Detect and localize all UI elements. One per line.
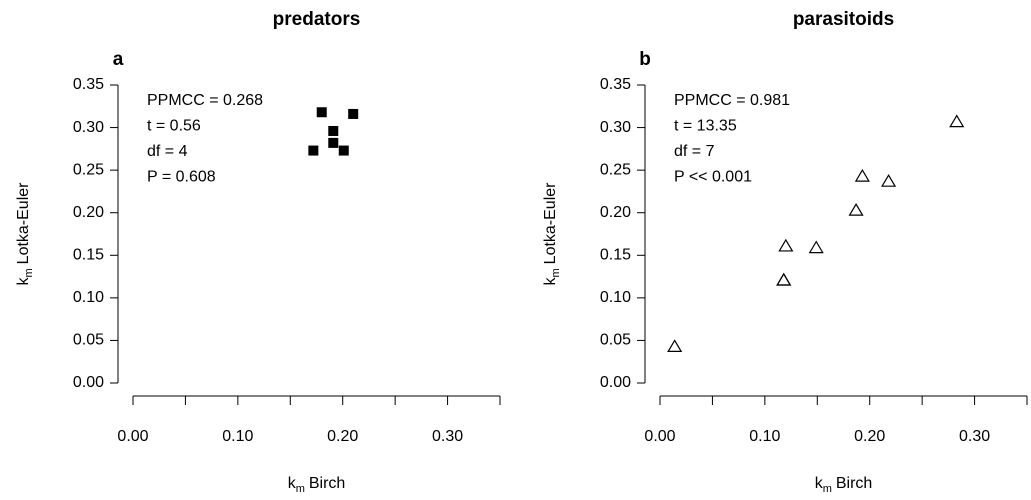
y-tick-label: 0.20 — [73, 204, 104, 221]
point — [808, 240, 824, 254]
x-axis-label: km Birch — [288, 475, 346, 495]
point — [778, 238, 794, 252]
x-tick-label: 0.30 — [959, 428, 990, 445]
y-axis-label-base: k — [542, 277, 559, 286]
x-tick-label: 0.10 — [749, 428, 780, 445]
x-tick-label: 0.00 — [644, 428, 675, 445]
point — [328, 125, 339, 136]
y-tick-label: 0.15 — [600, 247, 631, 264]
chart-title: parasitoids — [793, 9, 894, 30]
x-tick-label: 0.20 — [327, 428, 358, 445]
point — [881, 174, 897, 187]
x-axis-label-text: Birch — [836, 475, 872, 492]
point — [328, 137, 339, 148]
y-tick-label: 0.30 — [600, 119, 631, 136]
panel-label: b — [639, 49, 651, 70]
point — [348, 108, 359, 119]
y-tick-label: 0.20 — [600, 204, 631, 221]
point — [776, 272, 792, 286]
x-tick-label: 0.00 — [117, 428, 148, 445]
x-axis-label-base: k — [288, 475, 297, 492]
point — [308, 145, 319, 156]
point — [316, 107, 327, 118]
annotation: t = 0.56 — [147, 118, 201, 135]
point — [776, 272, 792, 286]
point — [338, 145, 349, 156]
y-tick-label: 0.35 — [73, 76, 104, 93]
point — [949, 114, 965, 128]
x-tick-label: 0.30 — [432, 428, 463, 445]
y-tick-label: 0.10 — [73, 289, 104, 306]
y-axis-label-text: Lotka-Euler — [15, 182, 32, 264]
x-axis-label-base: k — [815, 475, 824, 492]
panel-label: a — [113, 49, 124, 70]
y-tick-label: 0.25 — [73, 161, 104, 178]
point — [667, 339, 683, 352]
annotation: P << 0.001 — [674, 169, 752, 186]
y-tick-label: 0.00 — [600, 374, 631, 391]
y-axis-label: km Lotka-Euler — [542, 182, 562, 286]
point — [854, 168, 870, 182]
x-tick-label: 0.10 — [222, 428, 253, 445]
annotation: df = 7 — [674, 143, 715, 160]
x-axis-label-sub: m — [296, 483, 305, 495]
annotation: PPMCC = 0.268 — [147, 92, 263, 109]
y-tick-label: 0.15 — [73, 247, 104, 264]
annotation: t = 13.35 — [674, 118, 737, 135]
y-tick-label: 0.30 — [73, 119, 104, 136]
annotation: df = 4 — [147, 143, 188, 160]
y-axis-label-text: Lotka-Euler — [542, 182, 559, 264]
point — [848, 202, 864, 216]
x-axis-label-text: Birch — [309, 475, 345, 492]
annotation: P = 0.608 — [147, 169, 216, 186]
y-tick-label: 0.35 — [600, 76, 631, 93]
y-axis-label-sub: m — [23, 268, 35, 277]
annotation: PPMCC = 0.981 — [674, 92, 790, 109]
x-axis-label: km Birch — [815, 475, 873, 495]
x-tick-label: 0.20 — [854, 428, 885, 445]
y-axis-label-sub: m — [550, 268, 562, 277]
chart-title: predators — [273, 9, 361, 30]
y-axis-label: km Lotka-Euler — [15, 182, 35, 286]
y-tick-label: 0.25 — [600, 161, 631, 178]
y-tick-label: 0.00 — [73, 374, 104, 391]
y-tick-label: 0.05 — [73, 332, 104, 349]
y-axis-label-base: k — [15, 277, 32, 286]
x-axis-label-sub: m — [823, 483, 832, 495]
y-tick-label: 0.10 — [600, 289, 631, 306]
y-tick-label: 0.05 — [600, 332, 631, 349]
